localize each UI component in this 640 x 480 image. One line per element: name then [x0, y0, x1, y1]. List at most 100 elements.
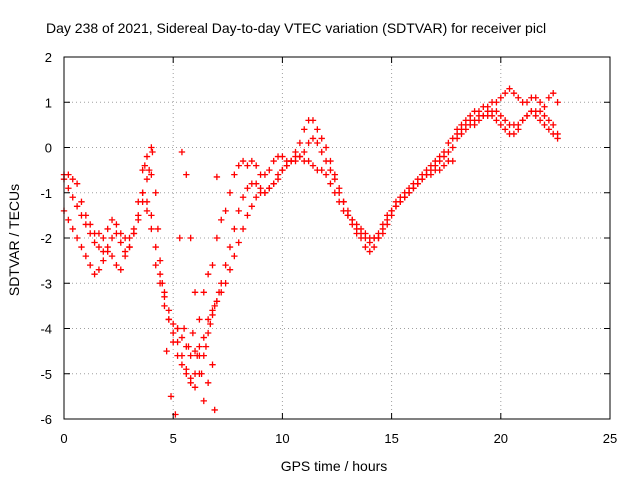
data-point — [161, 293, 168, 301]
data-point — [397, 194, 404, 201]
data-point — [198, 370, 205, 377]
data-point — [139, 189, 146, 196]
x-tick-label: 10 — [275, 431, 289, 446]
data-point — [239, 194, 247, 201]
data-point — [78, 198, 85, 205]
data-point — [449, 144, 456, 151]
data-point — [388, 207, 395, 215]
data-point — [392, 198, 400, 205]
data-point — [301, 126, 308, 133]
data-point — [148, 144, 155, 151]
data-point — [384, 212, 391, 219]
data-point — [248, 157, 256, 165]
data-point — [209, 361, 216, 368]
data-point — [69, 175, 76, 183]
data-point — [87, 230, 94, 237]
data-point — [515, 121, 522, 129]
data-point — [261, 171, 269, 178]
data-point — [65, 216, 72, 224]
data-point — [159, 280, 166, 287]
x-tick-label: 20 — [494, 431, 508, 446]
data-point — [215, 289, 223, 296]
data-point — [113, 230, 120, 237]
data-point — [510, 130, 518, 138]
data-point — [156, 271, 164, 278]
data-point — [152, 261, 159, 269]
y-tick-label: -1 — [40, 186, 52, 201]
data-point — [362, 234, 369, 242]
data-point — [405, 185, 413, 192]
data-point — [239, 157, 247, 165]
data-point — [154, 225, 162, 233]
data-point — [108, 252, 116, 260]
data-point — [209, 261, 216, 269]
data-point — [318, 148, 325, 156]
data-point — [493, 117, 500, 124]
data-point — [244, 162, 251, 169]
data-point — [141, 162, 149, 169]
data-point — [440, 162, 448, 169]
data-point — [200, 397, 207, 405]
data-point — [515, 94, 522, 101]
data-point — [550, 90, 557, 97]
data-point — [248, 203, 256, 210]
data-point — [183, 370, 190, 377]
data-point — [401, 189, 408, 196]
data-point — [226, 266, 234, 273]
data-point — [314, 126, 321, 133]
data-point — [167, 393, 175, 400]
data-point — [78, 212, 85, 219]
data-point — [152, 189, 159, 196]
data-point — [318, 135, 325, 142]
data-point — [187, 234, 194, 242]
data-point — [279, 153, 286, 160]
data-point — [213, 173, 221, 181]
data-point — [501, 117, 509, 124]
data-point — [200, 352, 207, 359]
data-point — [73, 180, 81, 187]
data-point — [218, 216, 225, 224]
data-point — [309, 162, 317, 169]
grid-lines — [64, 57, 610, 419]
data-point — [226, 243, 234, 251]
data-point — [65, 171, 72, 178]
x-tick-label: 5 — [170, 431, 177, 446]
data-point — [108, 234, 116, 242]
data-point — [375, 230, 382, 237]
data-point — [148, 171, 155, 178]
data-point — [176, 234, 183, 242]
data-point — [532, 112, 539, 120]
data-point — [235, 207, 242, 215]
data-point — [145, 166, 153, 174]
data-point — [327, 166, 334, 174]
data-point — [497, 94, 504, 101]
data-point — [126, 234, 133, 242]
data-point — [314, 139, 321, 147]
data-point — [458, 126, 465, 133]
data-point — [100, 234, 107, 242]
data-point — [545, 126, 553, 133]
data-point — [143, 175, 151, 183]
data-point — [211, 406, 218, 414]
data-point — [187, 379, 194, 386]
data-point — [379, 221, 387, 228]
data-point — [279, 166, 286, 174]
series-early-spikes — [139, 144, 223, 418]
data-point — [213, 298, 221, 305]
data-point — [252, 180, 260, 187]
data-point — [462, 121, 470, 129]
data-point — [274, 171, 282, 178]
data-point — [554, 99, 561, 106]
data-point — [528, 108, 535, 115]
data-point — [318, 166, 325, 174]
data-point — [211, 302, 218, 310]
x-axis-label: GPS time / hours — [281, 458, 388, 474]
data-point — [550, 121, 557, 129]
data-point — [322, 144, 330, 151]
data-point — [296, 139, 304, 147]
data-point — [222, 207, 229, 215]
data-point — [235, 239, 242, 246]
data-point — [427, 162, 435, 169]
data-point — [523, 112, 531, 120]
